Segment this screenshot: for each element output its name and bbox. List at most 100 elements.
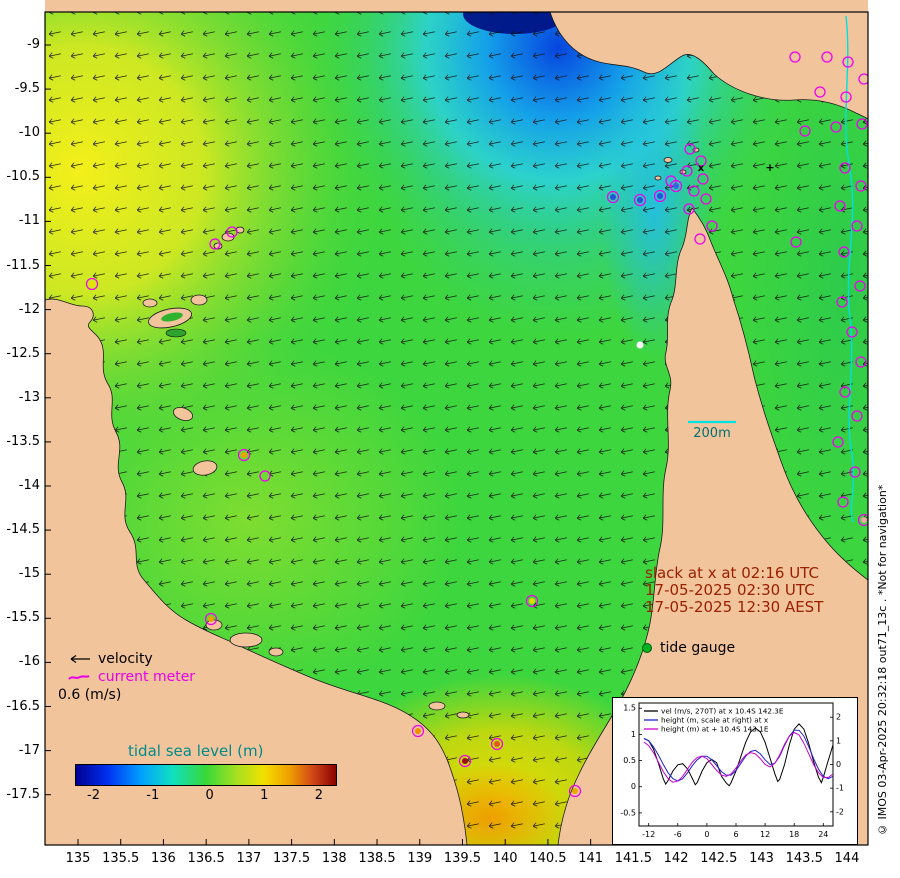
tide-gauge-marker[interactable] (462, 758, 468, 764)
station-plus-marker[interactable]: + (765, 161, 774, 174)
y-tick-label: -13.5 (6, 433, 40, 449)
current-meter-marker[interactable] (851, 410, 863, 422)
current-meter-marker[interactable] (694, 233, 706, 245)
current-meter-marker[interactable] (840, 91, 852, 103)
x-tick-label: 140.5 (529, 851, 567, 866)
x-tick-label: 142.5 (700, 851, 738, 866)
tide-gauge-marker[interactable] (572, 788, 578, 794)
land-new-guinea (549, 12, 868, 120)
current-meter-marker[interactable] (226, 226, 238, 238)
tide-gauge-marker[interactable] (241, 452, 247, 458)
white-marker (636, 341, 644, 349)
depth-contour-icon (688, 420, 736, 424)
current-meter-marker[interactable] (854, 280, 866, 292)
x-tick-label: 138.5 (358, 851, 396, 866)
island-green (165, 328, 187, 338)
tide-gauge-marker[interactable] (657, 193, 663, 199)
tide-gauge-ring (653, 189, 667, 203)
current-meter-marker[interactable] (683, 203, 695, 215)
island (142, 298, 158, 308)
current-meter-marker[interactable] (681, 165, 693, 177)
colorbar-tick-label: 1 (260, 788, 269, 803)
inset-plot-frame (638, 702, 834, 827)
tide-gauge-marker[interactable] (637, 197, 643, 203)
inset-right-tick: -1 (836, 784, 844, 793)
current-meter-marker[interactable] (821, 51, 833, 63)
current-meter-marker[interactable] (814, 86, 826, 98)
x-tick-label: 143.5 (785, 851, 823, 866)
tide-gauge-marker[interactable] (494, 741, 500, 747)
current-meter-marker[interactable] (832, 436, 844, 448)
x-tick-label: 138 (321, 851, 347, 866)
current-meter-marker[interactable] (695, 155, 707, 167)
current-meter-legend: current meter (66, 669, 195, 685)
current-meter-marker[interactable] (858, 73, 869, 85)
tide-gauge-legend: tide gauge (640, 640, 735, 656)
current-meter-marker[interactable] (684, 143, 696, 155)
tide-gauge-marker[interactable] (529, 598, 535, 604)
timeseries-plot: -12 -6 0 6 12 18 24 1.5 1 0.5 0 -0.5 2 1 0 -1 -2 vel (m/s… (620, 702, 844, 839)
inset-left-tick: -0.5 (620, 808, 636, 817)
current-meter-marker[interactable] (209, 238, 221, 250)
tide-gauge-ring (633, 193, 647, 207)
current-meter-marker[interactable] (856, 118, 868, 130)
velocity-legend: velocity (66, 651, 153, 667)
velocity-arrow-icon (70, 655, 90, 663)
y-tick-label: -14.5 (6, 522, 40, 538)
depth-contour-200m (845, 15, 855, 523)
current-meter-marker[interactable] (799, 125, 811, 137)
inset-right-tick: -2 (836, 807, 844, 816)
current-meter-marker[interactable] (839, 386, 851, 398)
current-meter-marker[interactable] (846, 326, 858, 338)
current-meter-marker[interactable] (838, 246, 850, 258)
y-tick-label: -9.5 (14, 81, 40, 97)
current-meter-marker[interactable] (849, 466, 861, 478)
x-tick-label: 136 (151, 851, 176, 866)
tide-gauge-ring (568, 784, 582, 798)
current-meter-marker[interactable] (834, 200, 846, 212)
colorbar-tick-label: 0 (205, 788, 214, 803)
series-height_x (643, 729, 834, 782)
y-tick-label: -13 (18, 389, 40, 405)
current-meter-marker[interactable] (837, 496, 849, 508)
current-meter-marker[interactable] (839, 162, 851, 174)
y-tick-label: -17 (18, 742, 40, 758)
current-meter-marker[interactable] (855, 180, 867, 192)
inset-right-tick: 2 (836, 713, 841, 722)
inset-x-tick: -12 (642, 830, 655, 839)
land-mainland-west (45, 298, 468, 845)
tide-gauge-marker[interactable] (610, 194, 616, 200)
current-meter-marker[interactable] (789, 51, 801, 63)
tide-gauge-label: tide gauge (660, 640, 736, 656)
island (192, 460, 218, 476)
current-meter-marker[interactable] (706, 220, 718, 232)
current-meter-marker[interactable] (830, 121, 842, 133)
tide-gauge-marker[interactable] (415, 728, 421, 734)
copyright-watermark: © IMOS 03-Apr-2025 20:32:18 out71_13c . … (876, 484, 889, 836)
land-masses (45, 12, 868, 845)
current-meter-marker[interactable] (259, 470, 271, 482)
island (663, 157, 673, 163)
current-meter-marker[interactable] (855, 356, 867, 368)
tide-gauge-marker[interactable] (89, 281, 95, 287)
current-meter-icon (68, 675, 90, 680)
current-meter-marker[interactable] (700, 193, 712, 205)
current-meter-marker[interactable] (697, 173, 709, 185)
colorbar (75, 764, 337, 786)
tide-gauge-marker[interactable] (861, 517, 867, 523)
station-x-marker[interactable]: x (698, 163, 705, 174)
slack-annotation: slack at x at 02:16 UTC 17-05-2025 02:30… (645, 565, 823, 616)
island (172, 407, 194, 421)
current-meter-marker[interactable] (851, 220, 863, 232)
current-meter-marker[interactable] (688, 185, 700, 197)
slack-line-3: 17-05-2025 12:30 AEST (645, 598, 824, 616)
current-meter-marker[interactable] (790, 236, 802, 248)
inset-left-tick: 0.5 (623, 756, 636, 765)
y-tick-label: -10 (18, 125, 40, 141)
current-meter-marker[interactable] (836, 296, 848, 308)
inset-x-tick: 6 (733, 830, 738, 839)
tide-gauge-marker[interactable] (673, 183, 679, 189)
current-meter-marker[interactable] (842, 56, 854, 68)
tide-gauge-marker[interactable] (208, 616, 214, 622)
